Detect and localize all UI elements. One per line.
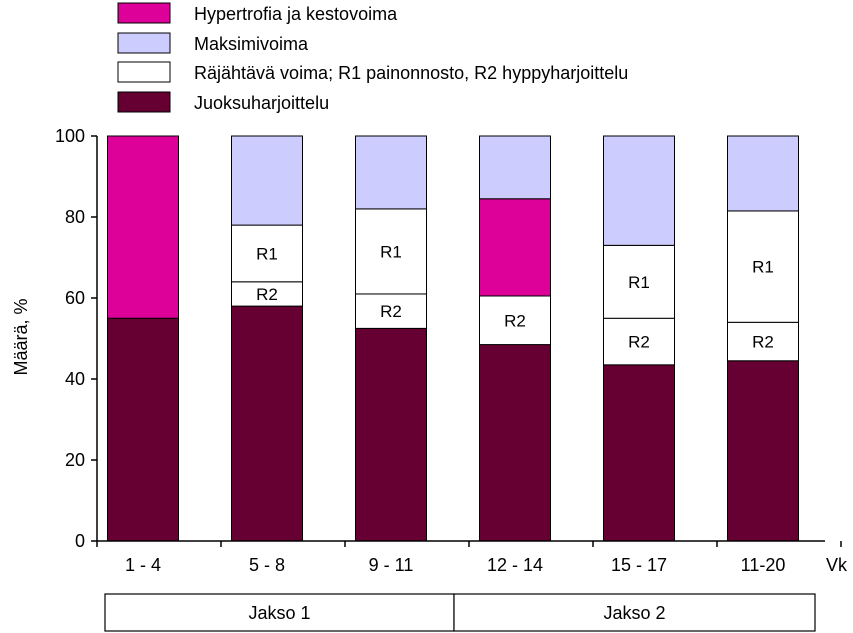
period-box [453, 593, 816, 632]
bar-segment [231, 224, 303, 283]
y-axis: 0 20 40 60 80 100 [55, 126, 98, 551]
y-axis-title: Määrä, % [11, 298, 31, 375]
segment-label: R2 [504, 311, 526, 330]
bar-segment [479, 295, 551, 346]
segment-label: R1 [752, 258, 774, 277]
legend-swatch [117, 32, 171, 54]
period-label: Jakso 2 [603, 603, 665, 623]
x-unit-label: Vk [826, 555, 848, 575]
y-tick-label: 60 [65, 288, 85, 308]
bar-segment [727, 360, 799, 542]
segment-label: R1 [380, 242, 402, 261]
y-tick-label: 80 [65, 207, 85, 227]
x-tick-label: 15 - 17 [611, 555, 667, 575]
bar-segment [603, 364, 675, 542]
bar-segment [231, 135, 303, 226]
y-tick-label: 20 [65, 450, 85, 470]
bar-segment [479, 135, 551, 200]
bar-segment [355, 327, 427, 542]
x-tick-label: 1 - 4 [125, 555, 161, 575]
bar-segment [603, 317, 675, 366]
legend-swatch [117, 2, 171, 24]
segment-label: R2 [752, 333, 774, 352]
legend: Hypertrofia ja kestovoima Maksimivoima Räj… [117, 2, 628, 113]
bar-segment [727, 321, 799, 362]
segment-label: R1 [256, 244, 278, 263]
bar-segment [107, 135, 179, 319]
period-groups: Jakso 1 Jakso 2 [104, 593, 816, 632]
x-tick-label: 11-20 [741, 555, 786, 575]
y-tick-label: 40 [65, 369, 85, 389]
y-tick-label: 100 [55, 126, 85, 146]
bar-segment [355, 135, 427, 210]
bar-segment [107, 317, 179, 542]
segment-label: R2 [380, 302, 402, 321]
x-axis: 1 - 4 5 - 8 9 - 11 12 - 14 15 - 17 11-20 [96, 540, 842, 575]
bar-segment [479, 344, 551, 542]
bar-segment [603, 244, 675, 319]
segment-label: R2 [256, 285, 278, 304]
legend-label: Räjähtävä voima; R1 painonnosto, R2 hypp… [194, 63, 628, 83]
x-tick-label: 9 - 11 [369, 555, 414, 575]
y-tick-label: 0 [75, 531, 85, 551]
segment-label: R1 [628, 273, 650, 292]
legend-label: Hypertrofia ja kestovoima [194, 4, 398, 24]
bar-segment [603, 135, 675, 246]
bar-segment [355, 208, 427, 295]
bar-segment [479, 198, 551, 297]
period-box [104, 593, 455, 632]
legend-swatch [117, 61, 171, 83]
bar-segment [727, 210, 799, 323]
period-label: Jakso 1 [248, 603, 310, 623]
legend-swatch [117, 91, 171, 113]
bar-segment [727, 135, 799, 212]
bars: R2 R1 R2 R1 R2 R2 R1 R2 R1 [107, 135, 799, 542]
x-tick-label: 5 - 8 [249, 555, 285, 575]
x-tick-label: 12 - 14 [487, 555, 543, 575]
legend-label: Juoksuharjoittelu [194, 93, 329, 113]
segment-label: R2 [628, 333, 650, 352]
bar-segment [231, 305, 303, 542]
legend-label: Maksimivoima [194, 34, 309, 54]
bar-segment [355, 293, 427, 329]
bar-segment [231, 281, 303, 307]
